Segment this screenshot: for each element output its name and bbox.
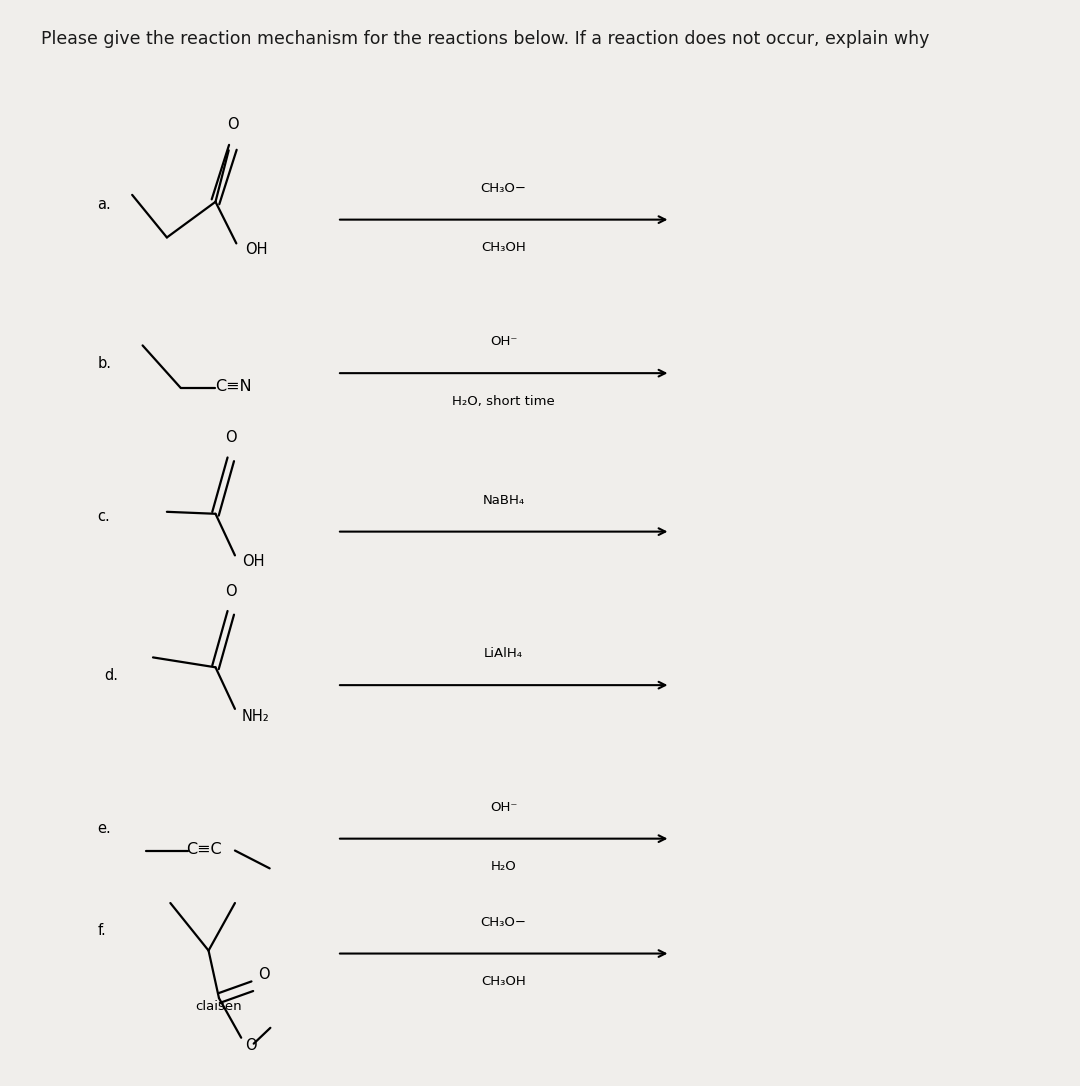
Text: C≡N: C≡N: [216, 379, 252, 393]
Text: OH: OH: [245, 242, 267, 257]
Text: NaBH₄: NaBH₄: [483, 494, 525, 507]
Text: Please give the reaction mechanism for the reactions below. If a reaction does n: Please give the reaction mechanism for t…: [41, 30, 930, 49]
Text: f.: f.: [97, 923, 106, 938]
Text: O: O: [227, 117, 239, 132]
Text: b.: b.: [97, 356, 111, 370]
Text: e.: e.: [97, 821, 111, 836]
Text: O: O: [225, 430, 237, 445]
Text: c.: c.: [97, 509, 110, 525]
Text: H₂O: H₂O: [490, 860, 516, 873]
Text: CH₃OH: CH₃OH: [482, 975, 526, 988]
Text: a.: a.: [97, 198, 111, 212]
Text: O: O: [258, 967, 270, 982]
Text: OH⁻: OH⁻: [490, 800, 517, 813]
Text: OH⁻: OH⁻: [490, 336, 517, 349]
Text: claisen: claisen: [195, 1000, 242, 1013]
Text: H₂O, short time: H₂O, short time: [453, 395, 555, 408]
Text: O: O: [245, 1038, 257, 1053]
Text: O: O: [225, 584, 237, 599]
Text: OH: OH: [242, 554, 265, 569]
Text: CH₃O−: CH₃O−: [481, 915, 527, 929]
Text: CH₃OH: CH₃OH: [482, 241, 526, 254]
Text: d.: d.: [105, 668, 119, 683]
Text: LiAlH₄: LiAlH₄: [484, 647, 523, 660]
Text: CH₃O−: CH₃O−: [481, 181, 527, 194]
Text: NH₂: NH₂: [242, 709, 270, 724]
Text: C≡C: C≡C: [187, 842, 222, 857]
